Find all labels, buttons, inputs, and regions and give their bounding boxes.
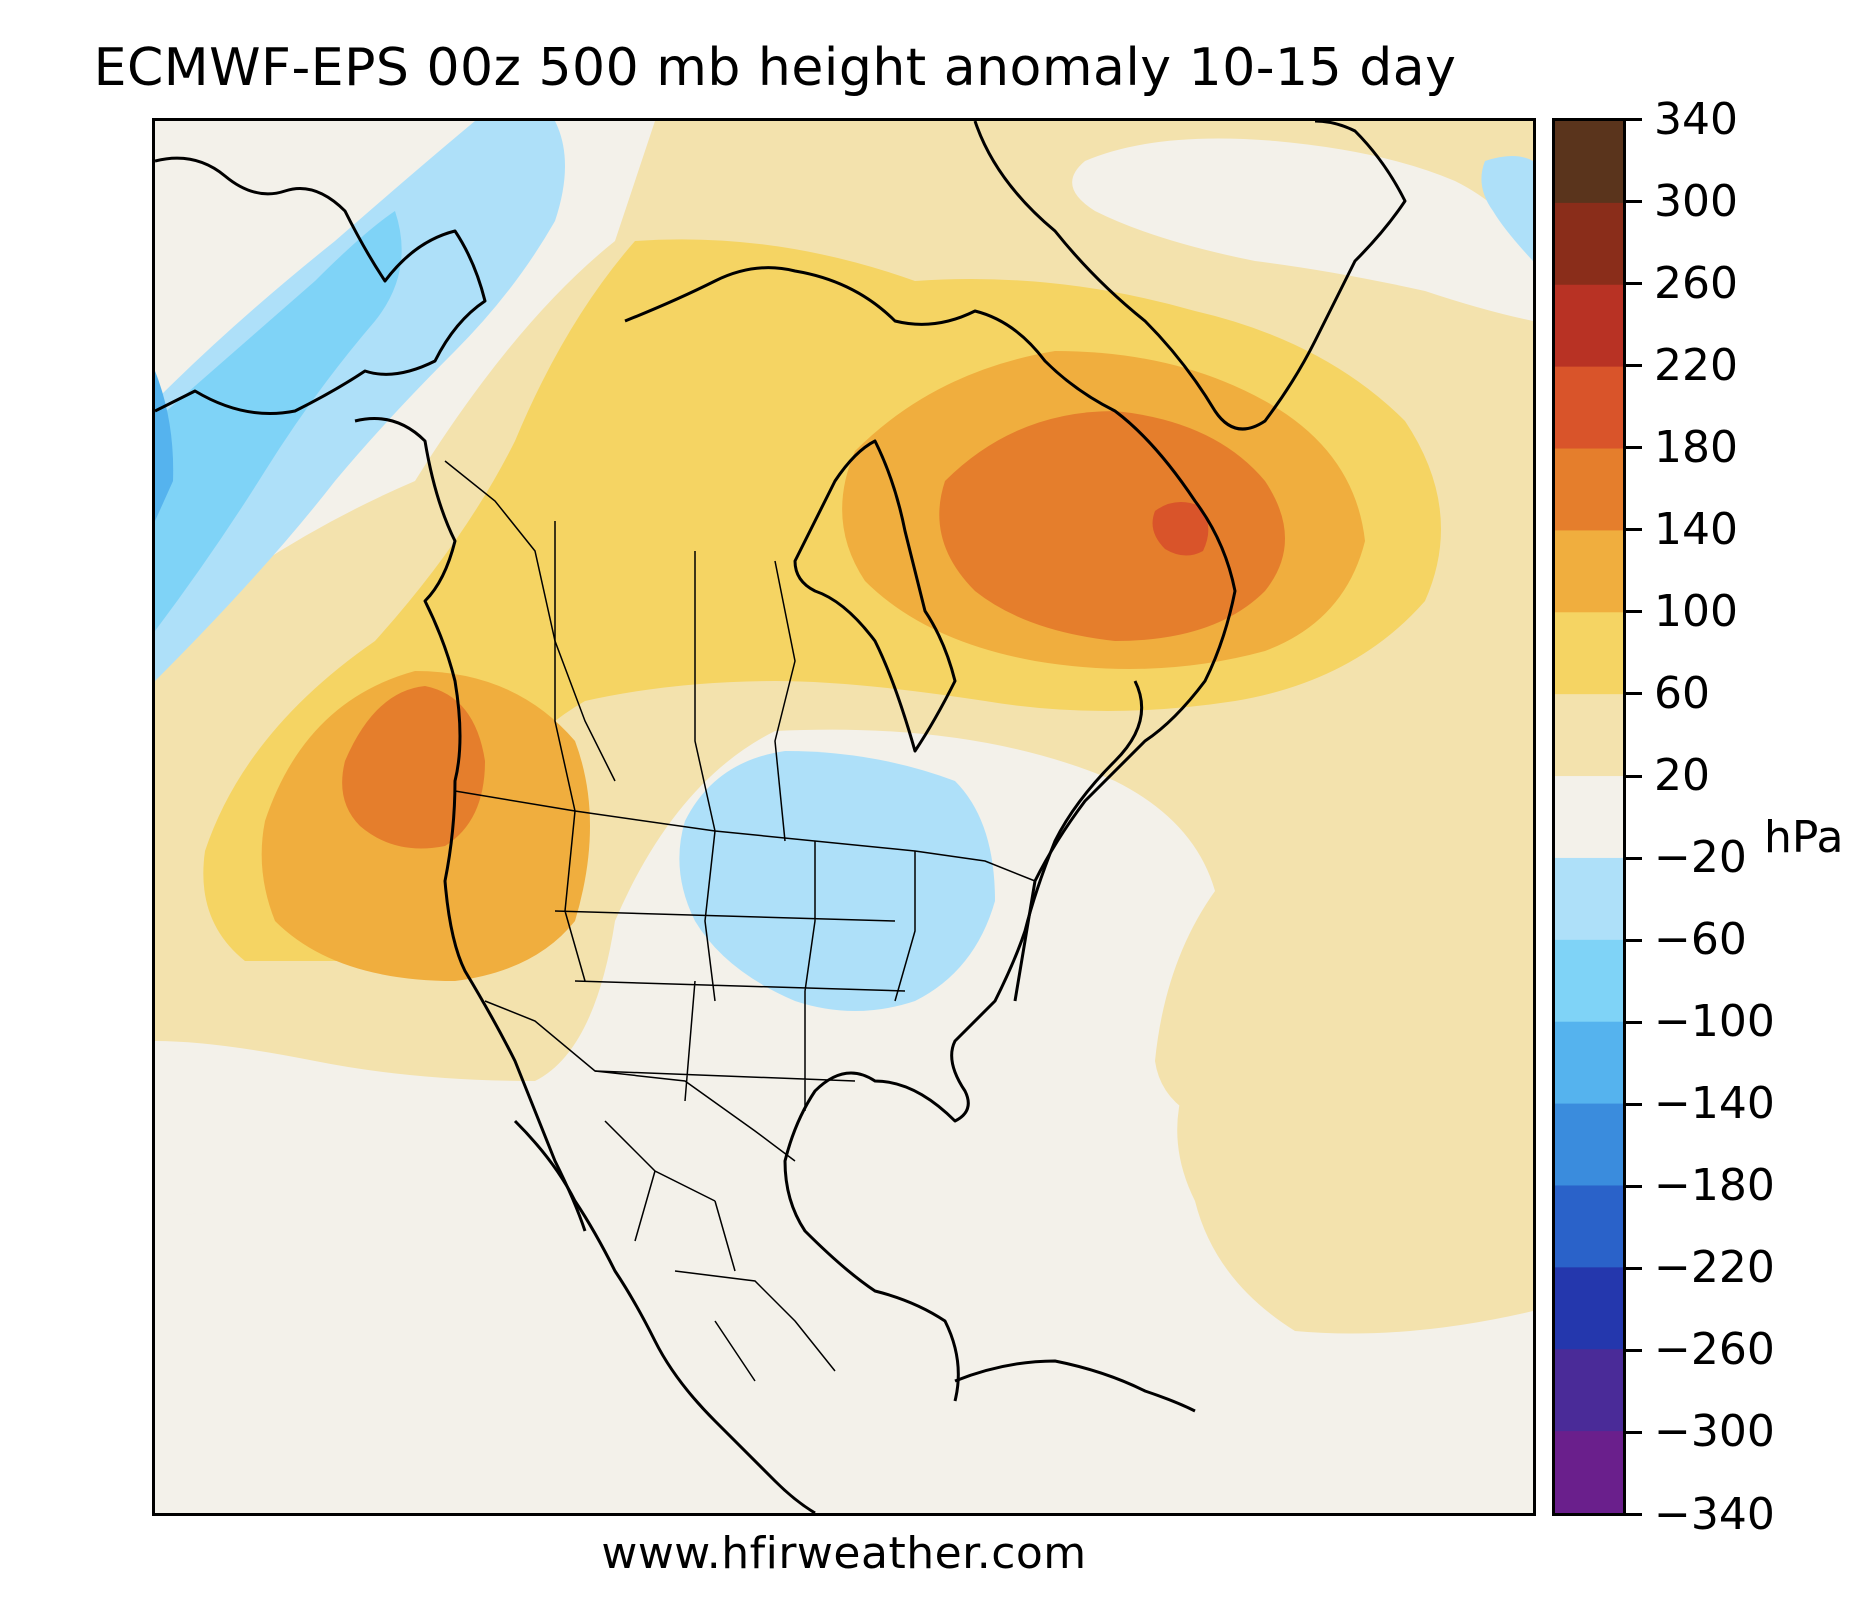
contour-pos-20-60-atlantic	[1177, 971, 1533, 1334]
coastline-layer	[155, 121, 1407, 1513]
colorbar-band	[1555, 1349, 1623, 1432]
colorbar-band	[1555, 776, 1623, 859]
coastline-greenland	[973, 121, 1407, 431]
colorbar-tick-label: 300	[1654, 175, 1738, 227]
colorbar-tick-mark	[1626, 1266, 1642, 1270]
coastline-arctic	[624, 266, 1237, 1002]
colorbar-tick-label: −300	[1654, 1406, 1775, 1458]
colorbar-tick-label: 100	[1654, 585, 1738, 637]
contour-neg-20-60-us	[679, 751, 995, 1011]
border-us-mexico	[484, 1000, 796, 1162]
border-ab-sk	[554, 521, 576, 812]
contour-neutral-sw	[155, 1211, 515, 1513]
colorbar-tick-label: 340	[1654, 93, 1738, 145]
colorbar-tick-label: −60	[1654, 914, 1747, 966]
colorbar-tick-label: 140	[1654, 503, 1738, 555]
colorbar-tick-mark	[1626, 1430, 1642, 1434]
colorbar-tick-mark	[1626, 364, 1642, 368]
colorbar-tick-mark	[1626, 610, 1642, 614]
colorbar-tick-label: −100	[1654, 996, 1775, 1048]
colorbar-tick-label: 60	[1654, 667, 1710, 719]
anomaly-fill-layer	[155, 121, 1533, 1513]
colorbar-tick-label: −340	[1654, 1488, 1775, 1540]
colorbar-tick-mark	[1626, 200, 1642, 204]
contour-neutral-greenland	[1072, 138, 1533, 321]
colorbar-tick-label: 20	[1654, 750, 1710, 801]
colorbar-band	[1555, 1021, 1623, 1105]
colorbar-band	[1555, 284, 1623, 368]
contour-neg-60-100-ak	[155, 211, 402, 631]
coastline-west	[155, 156, 587, 1232]
colorbar-band	[1555, 1103, 1623, 1187]
colorbar-tick-mark	[1626, 446, 1642, 450]
colorbar-tick-mark	[1626, 1513, 1642, 1516]
colorbar-band	[1555, 694, 1623, 777]
colorbar-band	[1555, 1431, 1623, 1513]
colorbar-tick-mark	[1626, 692, 1642, 696]
contour-pos-140-180-ne	[939, 411, 1285, 641]
colorbar-tick-label: −20	[1654, 832, 1747, 883]
contour-pos-140-180-w	[342, 686, 485, 849]
colorbar-band	[1555, 448, 1623, 532]
colorbar-tick-label: 260	[1654, 257, 1738, 309]
colorbar-tick-mark	[1626, 282, 1642, 286]
colorbar-band	[1555, 857, 1623, 941]
coastline-east	[783, 680, 1144, 1402]
colorbar-tick-mark	[1626, 938, 1642, 942]
contour-neg-20-60-greenland	[1481, 156, 1533, 261]
coastline-cuba	[954, 1359, 1196, 1413]
colorbar-tick-label: 180	[1654, 421, 1738, 473]
colorbar-tick-label: −180	[1654, 1160, 1775, 1212]
border-sk-mb	[694, 551, 716, 832]
colorbar-tick-mark	[1626, 1348, 1642, 1352]
credit-text: www.hfirweather.com	[601, 1528, 1087, 1579]
anomaly-map	[152, 118, 1536, 1516]
border-mexico-states	[604, 1120, 836, 1382]
colorbar-tick-mark	[1626, 118, 1642, 121]
colorbar	[1552, 118, 1626, 1516]
colorbar-tick-label: −260	[1654, 1324, 1775, 1376]
colorbar-band	[1555, 1185, 1623, 1268]
contour-pos-180-220	[1152, 502, 1209, 556]
border-layer	[444, 460, 1036, 1382]
border-mb-on	[774, 560, 796, 842]
colorbar-band	[1555, 939, 1623, 1023]
colorbar-band	[1555, 1267, 1623, 1350]
colorbar-tick-mark	[1626, 1102, 1642, 1106]
colorbar-band	[1555, 530, 1623, 613]
map-title: ECMWF-EPS 00z 500 mb height anomaly 10-1…	[93, 38, 1457, 98]
colorbar-tick-mark	[1626, 1020, 1642, 1024]
colorbar-unit-label: hPa	[1764, 812, 1844, 863]
colorbar-band	[1555, 366, 1623, 450]
border-us-states	[554, 810, 916, 1111]
coastline-baja	[513, 1119, 816, 1513]
colorbar-tick-mark	[1626, 856, 1642, 860]
colorbar-tick-mark	[1626, 528, 1642, 532]
colorbar-tick-mark	[1626, 774, 1642, 778]
colorbar-band	[1555, 121, 1623, 204]
colorbar-band	[1555, 202, 1623, 286]
colorbar-tick-label: −140	[1654, 1078, 1775, 1130]
border-bc-ab	[444, 460, 616, 782]
coastline-hudson-bay	[793, 439, 957, 753]
colorbar-band	[1555, 612, 1623, 695]
contour-neg-20-60-ak	[155, 121, 565, 681]
colorbar-tick-mark	[1626, 1184, 1642, 1188]
colorbar-tick-label: −220	[1654, 1242, 1775, 1294]
colorbar-tick-label: 220	[1654, 339, 1738, 391]
